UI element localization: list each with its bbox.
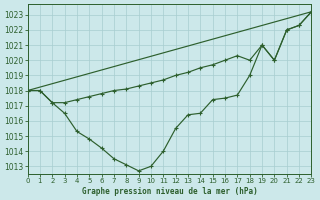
X-axis label: Graphe pression niveau de la mer (hPa): Graphe pression niveau de la mer (hPa) — [82, 187, 257, 196]
